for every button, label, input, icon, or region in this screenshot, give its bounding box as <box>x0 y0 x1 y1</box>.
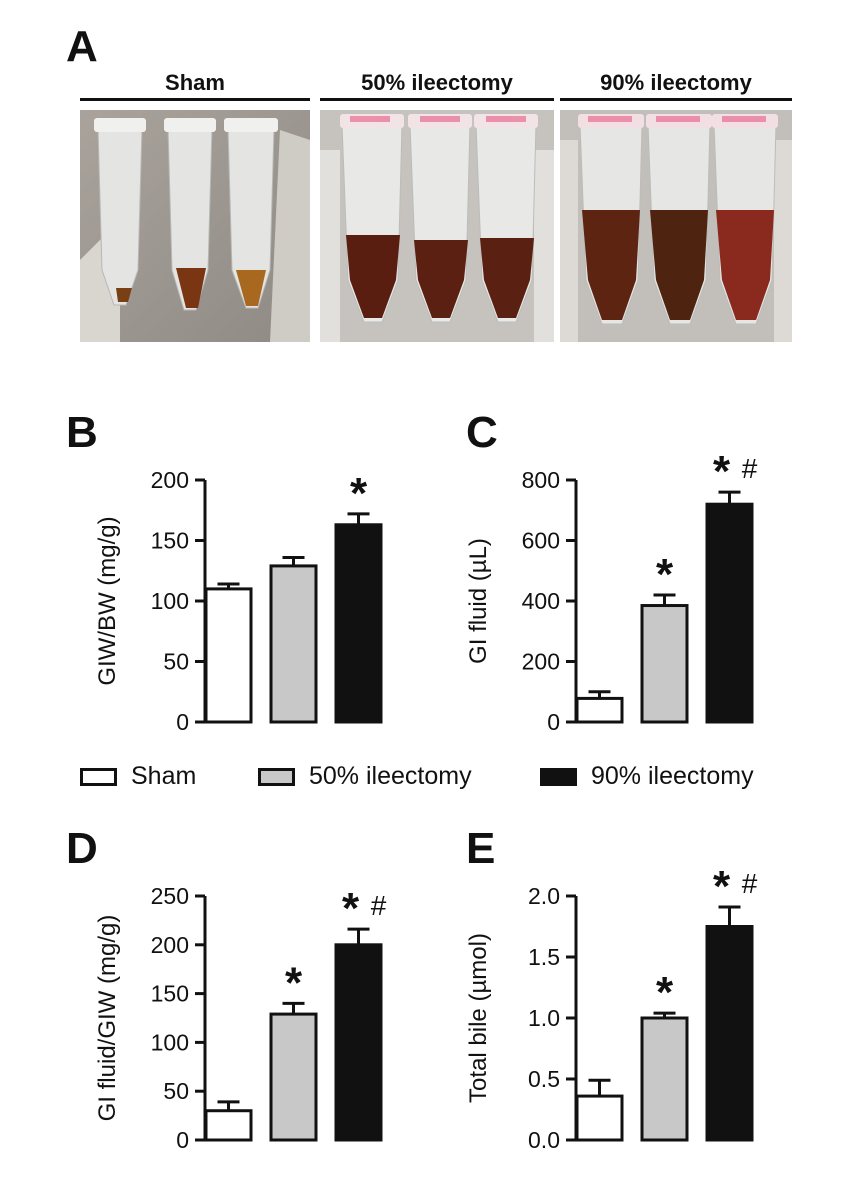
panel-e-letter: E <box>466 824 496 873</box>
legend-label-sham: Sham <box>131 762 197 790</box>
significance-star: * <box>656 550 674 599</box>
bar-2 <box>334 943 383 1142</box>
y-tick-label: 2.0 <box>528 883 560 909</box>
panel-b-letter: B <box>66 408 98 457</box>
y-tick-label: 0 <box>176 709 189 735</box>
photo-group-label-90: 90% ileectomy <box>600 70 752 95</box>
significance-star: * <box>656 968 674 1017</box>
y-tick-label: 1.0 <box>528 1005 560 1031</box>
significance-star: * <box>713 447 731 496</box>
y-tick-label: 150 <box>151 981 189 1007</box>
y-axis-label: GI fluid/GIW (mg/g) <box>94 915 121 1122</box>
significance-hash: # <box>371 890 387 921</box>
y-tick-label: 200 <box>151 467 189 493</box>
y-tick-label: 100 <box>151 588 189 614</box>
y-tick-label: 400 <box>522 588 560 614</box>
legend-item-90: 90% ileectomy <box>540 762 754 791</box>
significance-star: * <box>342 884 360 933</box>
y-tick-label: 0.0 <box>528 1127 560 1153</box>
bar-0 <box>575 1094 624 1142</box>
y-tick-label: 600 <box>522 528 560 554</box>
y-tick-label: 200 <box>151 932 189 958</box>
y-tick-label: 0 <box>176 1127 189 1153</box>
bar-0 <box>204 587 253 724</box>
photo-group-line-90 <box>560 98 792 101</box>
y-axis-label: GI fluid (µL) <box>465 538 492 664</box>
y-tick-label: 250 <box>151 883 189 909</box>
legend-swatch-50 <box>258 767 295 786</box>
y-tick-label: 200 <box>522 649 560 675</box>
y-tick-label: 1.5 <box>528 944 560 970</box>
legend-swatch-sham <box>80 767 117 786</box>
photo-90-ileectomy-tubes <box>560 110 792 342</box>
legend-label-90: 90% ileectomy <box>591 762 754 790</box>
panel-c-letter: C <box>466 408 498 457</box>
legend-label-50: 50% ileectomy <box>309 762 472 790</box>
bar-1 <box>269 564 318 724</box>
photo-sham-tubes <box>80 110 310 342</box>
y-tick-label: 0 <box>547 709 560 735</box>
legend-item-sham: Sham <box>80 762 196 791</box>
bar-2 <box>705 502 754 724</box>
panel-a-letter: A <box>66 22 98 71</box>
significance-hash: # <box>742 453 758 484</box>
photo-group-line-sham <box>80 98 310 101</box>
y-axis-label: Total bile (µmol) <box>465 933 492 1103</box>
bar-1 <box>640 604 689 724</box>
significance-hash: # <box>742 868 758 899</box>
y-tick-label: 50 <box>163 1078 189 1104</box>
significance-star: * <box>285 958 303 1007</box>
bar-1 <box>640 1016 689 1142</box>
y-tick-label: 100 <box>151 1029 189 1055</box>
y-tick-label: 150 <box>151 528 189 554</box>
significance-star: * <box>350 469 368 518</box>
legend: Sham 50% ileectomy 90% ileectomy <box>80 762 800 792</box>
photo-group-line-50 <box>320 98 554 101</box>
photo-group-label-sham: Sham <box>165 70 225 95</box>
panel-d-letter: D <box>66 824 98 873</box>
y-tick-label: 0.5 <box>528 1066 560 1092</box>
legend-item-50: 50% ileectomy <box>258 762 472 791</box>
y-tick-label: 50 <box>163 649 189 675</box>
significance-star: * <box>713 862 731 911</box>
legend-swatch-90 <box>540 767 577 786</box>
y-tick-label: 800 <box>522 467 560 493</box>
photo-50-ileectomy-tubes <box>320 110 554 342</box>
photo-group-label-50: 50% ileectomy <box>361 70 513 95</box>
bar-2 <box>705 925 754 1142</box>
bar-1 <box>269 1012 318 1142</box>
y-axis-label: GIW/BW (mg/g) <box>94 516 121 685</box>
